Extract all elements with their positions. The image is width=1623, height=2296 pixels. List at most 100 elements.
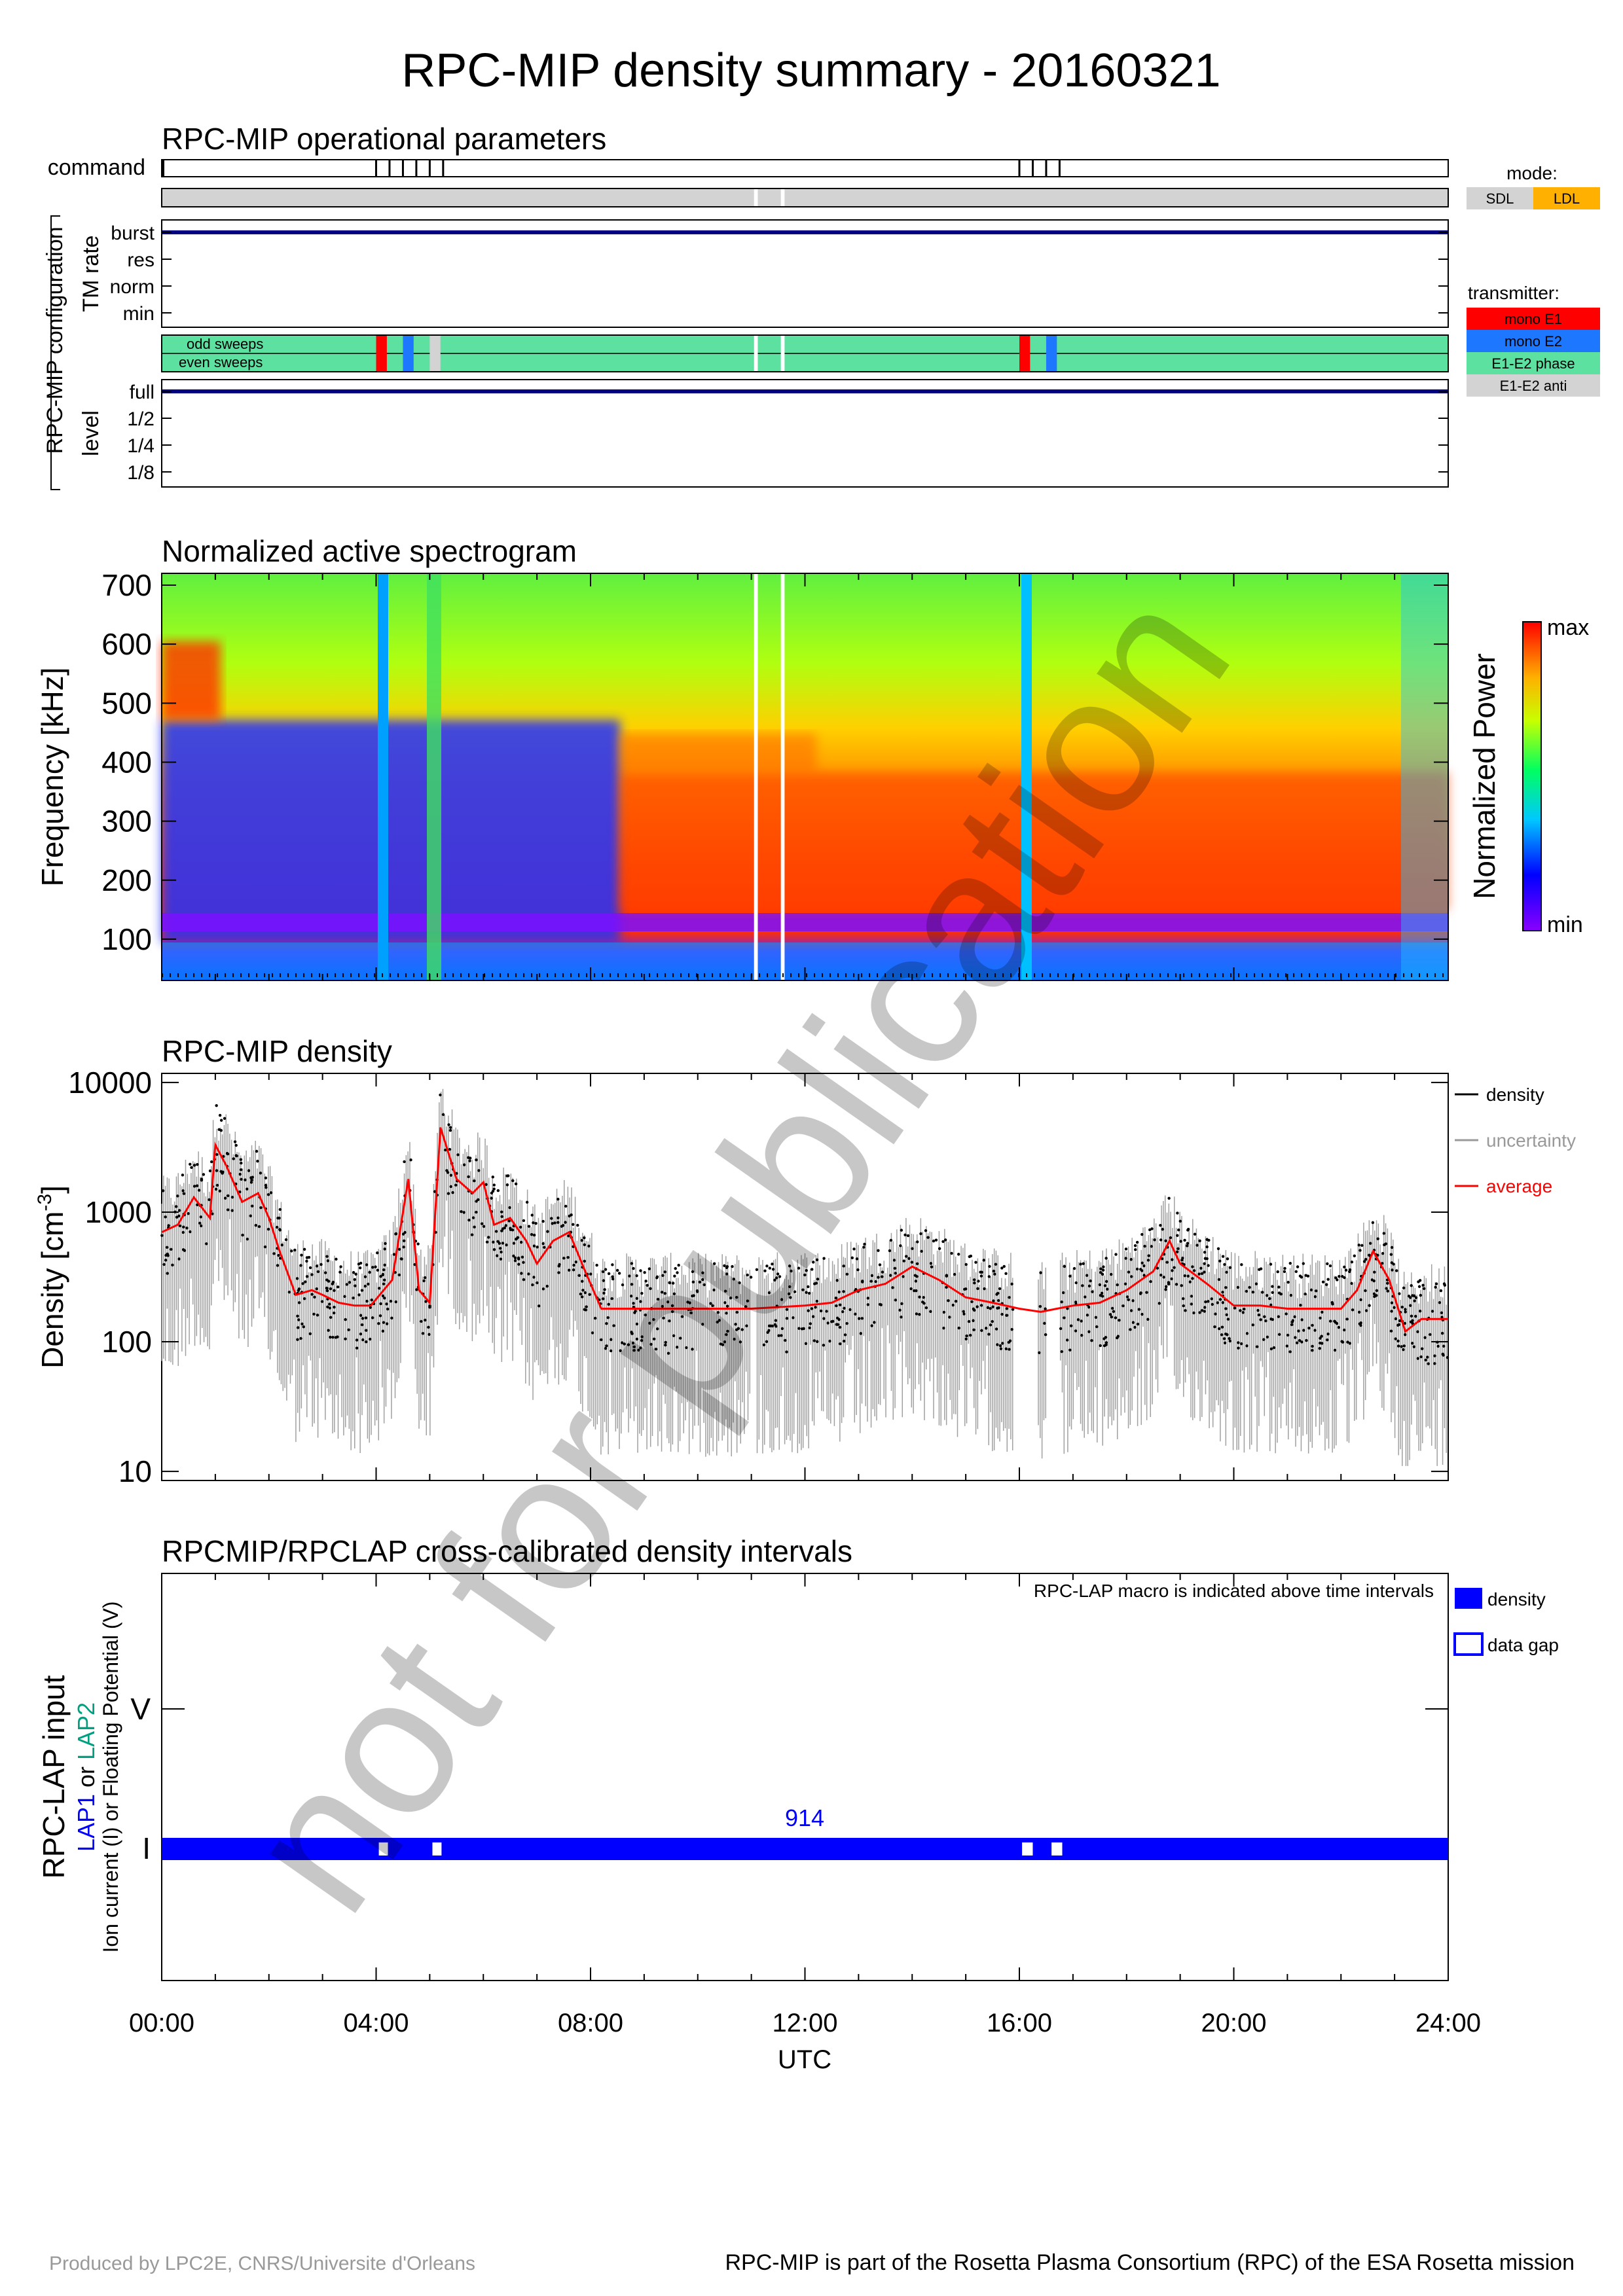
density-point xyxy=(877,1249,880,1252)
density-point xyxy=(668,1319,671,1323)
density-point xyxy=(333,1289,336,1292)
density-ytick-label: 10000 xyxy=(68,1066,152,1100)
lap-frame xyxy=(161,1573,1449,1981)
density-point xyxy=(215,1169,219,1172)
level-full: full xyxy=(130,382,155,403)
x-tick-label: 08:00 xyxy=(558,2009,623,2037)
density-point xyxy=(583,1308,586,1311)
density-point xyxy=(647,1267,651,1270)
lap-gap xyxy=(1051,1842,1063,1856)
density-point xyxy=(797,1266,801,1270)
density-point xyxy=(310,1293,314,1296)
density-point xyxy=(1254,1282,1258,1285)
density-point xyxy=(1122,1304,1125,1308)
transmitter-segment xyxy=(429,336,441,371)
density-point xyxy=(1242,1307,1246,1311)
density-point xyxy=(383,1297,386,1300)
density-point xyxy=(1074,1329,1078,1333)
density-point xyxy=(1402,1348,1405,1352)
density-point xyxy=(1000,1266,1004,1270)
density-point xyxy=(1359,1298,1362,1302)
density-point xyxy=(1200,1272,1204,1276)
density-point xyxy=(1101,1268,1105,1272)
density-point xyxy=(591,1331,594,1335)
density-point xyxy=(889,1238,893,1242)
density-point xyxy=(471,1216,475,1219)
density-point xyxy=(312,1312,316,1316)
density-point xyxy=(673,1274,676,1278)
density-point xyxy=(967,1319,971,1323)
density-point xyxy=(941,1240,945,1244)
density-point xyxy=(1087,1284,1091,1288)
density-point xyxy=(1164,1239,1167,1243)
density-point xyxy=(991,1319,994,1323)
density-point xyxy=(790,1269,793,1273)
density-point xyxy=(456,1153,460,1157)
footer-left: Produced by LPC2E, CNRS/Universite d'Orl… xyxy=(49,2253,475,2274)
density-point xyxy=(676,1271,679,1274)
spectrogram-ytick-label: 600 xyxy=(101,627,152,661)
density-point xyxy=(989,1307,992,1310)
lap-macro: 914 xyxy=(785,1804,824,1831)
density-point xyxy=(766,1331,769,1334)
density-point xyxy=(841,1310,845,1314)
density-point xyxy=(1237,1341,1240,1344)
density-point xyxy=(900,1229,903,1232)
density-point xyxy=(1226,1257,1230,1261)
density-point xyxy=(1346,1340,1349,1344)
density-point xyxy=(1375,1289,1379,1293)
density-point xyxy=(898,1308,902,1312)
density-point xyxy=(1203,1262,1206,1265)
density-point xyxy=(316,1314,319,1317)
density-point xyxy=(558,1263,561,1266)
density-point xyxy=(433,1190,437,1193)
density-point xyxy=(1389,1253,1393,1256)
density-point xyxy=(1068,1274,1072,1278)
density-point xyxy=(1326,1278,1330,1281)
density-point xyxy=(904,1255,908,1258)
density-ylabel-main: Density [cm xyxy=(35,1211,69,1369)
density-point xyxy=(733,1337,736,1341)
density-point xyxy=(264,1186,268,1189)
density-point xyxy=(232,1157,235,1160)
density-point xyxy=(181,1230,185,1234)
density-point xyxy=(498,1242,501,1245)
density-point xyxy=(272,1252,276,1255)
density-point xyxy=(1116,1335,1120,1338)
density-point xyxy=(1008,1348,1011,1351)
density-point xyxy=(572,1263,575,1267)
density-point xyxy=(807,1285,810,1289)
density-point xyxy=(249,1214,252,1217)
density-point xyxy=(339,1265,342,1268)
density-point xyxy=(1135,1267,1139,1271)
density-point xyxy=(869,1280,873,1283)
density-point xyxy=(508,1206,511,1210)
command-strip xyxy=(161,159,1449,177)
density-point xyxy=(842,1290,845,1293)
density-point xyxy=(1169,1236,1173,1240)
density-point xyxy=(863,1242,866,1246)
density-point xyxy=(666,1300,670,1304)
density-point xyxy=(1205,1245,1209,1249)
density-point xyxy=(409,1158,412,1162)
density-point xyxy=(1325,1283,1328,1286)
density-point xyxy=(950,1251,953,1255)
density-point xyxy=(276,1216,280,1220)
density-point xyxy=(900,1316,903,1319)
density-point xyxy=(181,1248,185,1251)
density-point xyxy=(1290,1320,1294,1324)
density-point xyxy=(352,1296,355,1300)
density-point xyxy=(1419,1293,1423,1297)
density-point xyxy=(1130,1275,1133,1278)
density-point xyxy=(691,1270,695,1274)
density-point xyxy=(780,1334,783,1337)
density-point xyxy=(1137,1308,1141,1311)
density-point xyxy=(585,1305,588,1308)
page-title: RPC-MIP density summary - 20160321 xyxy=(401,45,1220,97)
density-point xyxy=(394,1300,397,1304)
mode-legend-title: mode: xyxy=(1506,163,1558,183)
density-point xyxy=(556,1198,560,1201)
density-point xyxy=(1207,1264,1210,1267)
density-point xyxy=(773,1323,777,1326)
